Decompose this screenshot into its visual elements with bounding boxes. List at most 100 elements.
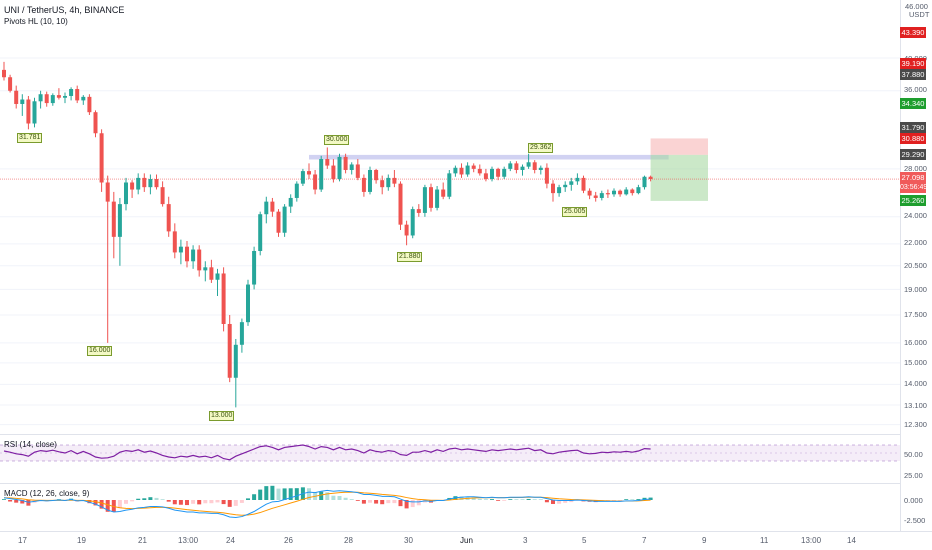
candle-body <box>477 168 482 174</box>
price-tag[interactable]: 30.880 <box>900 133 926 144</box>
macd-panel[interactable] <box>0 484 900 531</box>
rsi-panel[interactable] <box>0 435 900 483</box>
macd-histogram-bar <box>178 500 183 505</box>
time-axis-label: 7 <box>642 536 647 545</box>
candle-body <box>294 183 299 198</box>
candle-body <box>532 162 537 170</box>
time-axis-label: 3 <box>523 536 528 545</box>
time-axis-border <box>0 531 932 532</box>
macd-histogram-bar <box>483 499 488 500</box>
macd-histogram-bar <box>526 498 531 500</box>
candle-body <box>87 96 92 113</box>
symbol-title[interactable]: UNI / TetherUS, 4h, BINANCE <box>4 5 125 15</box>
macd-histogram-bar <box>368 500 372 503</box>
price-tag[interactable]: 31.790 <box>900 122 926 133</box>
candle-body <box>26 99 31 124</box>
candle-body <box>636 187 641 194</box>
macd-histogram-bar <box>416 500 421 506</box>
candle-body <box>246 284 250 323</box>
candle-body <box>612 190 616 195</box>
price-axis-label: 13.100 <box>904 401 927 410</box>
macd-histogram-bar <box>160 499 165 500</box>
pivot-label: 30.000 <box>324 135 350 145</box>
macd-histogram-bar <box>514 499 519 500</box>
candle-body <box>166 204 171 232</box>
price-tag[interactable]: 37.880 <box>900 69 926 80</box>
candle-body <box>386 177 391 188</box>
macd-histogram-bar <box>191 500 196 504</box>
macd-histogram-bar <box>392 500 397 504</box>
macd-histogram-bar <box>398 500 403 507</box>
candle-body <box>398 183 403 225</box>
rsi-line <box>3 444 651 461</box>
candle-body <box>191 249 196 262</box>
macd-histogram-bar <box>8 500 13 502</box>
macd-histogram-bar <box>288 488 293 500</box>
time-axis-label: 13:00 <box>178 536 199 545</box>
macd-histogram-bar <box>221 500 226 505</box>
candle-body <box>38 94 43 102</box>
candle-body <box>368 169 372 192</box>
panel-divider[interactable] <box>0 434 900 435</box>
price-chart[interactable] <box>0 0 900 434</box>
macd-title[interactable]: MACD (12, 26, close, 9) <box>4 489 90 498</box>
candle-body <box>20 99 25 104</box>
macd-histogram-bar <box>502 500 507 501</box>
macd-histogram-bar <box>117 500 122 509</box>
macd-histogram-bar <box>642 497 647 500</box>
macd-histogram-bar <box>307 488 311 500</box>
price-tag[interactable]: 43.390 <box>900 27 926 38</box>
macd-histogram-bar <box>270 485 275 500</box>
pivot-label: 21.880 <box>397 252 423 262</box>
macd-histogram-bar <box>14 500 19 503</box>
candle-body <box>2 69 6 78</box>
rsi-title[interactable]: RSI (14, close) <box>4 440 57 449</box>
indicator-pivots-title[interactable]: Pivots HL (10, 10) <box>4 17 68 26</box>
price-tag[interactable]: 25.260 <box>900 195 926 206</box>
macd-histogram-bar <box>355 500 360 501</box>
candle-body <box>648 176 653 180</box>
macd-histogram-bar <box>197 500 202 505</box>
candle-body <box>239 322 244 345</box>
macd-histogram-bar <box>99 500 104 509</box>
candle-body <box>50 95 55 104</box>
macd-axis-label: 0.000 <box>904 496 923 505</box>
price-tag[interactable]: 29.290 <box>900 149 926 160</box>
macd-histogram-bar <box>2 499 6 500</box>
price-axis-label: 22.000 <box>904 238 927 247</box>
candle-body <box>209 267 214 280</box>
candle-body <box>32 101 37 124</box>
price-tag[interactable]: 39.190 <box>900 58 926 69</box>
macd-histogram-bar <box>636 499 641 500</box>
candle-body <box>233 344 238 378</box>
time-axis-label: 11 <box>760 536 769 545</box>
candle-body <box>410 209 415 236</box>
price-tag[interactable]: 34.340 <box>900 98 926 109</box>
candle-body <box>130 182 135 190</box>
candle-body <box>111 201 116 237</box>
candle-body <box>105 182 110 202</box>
candle-body <box>343 156 348 170</box>
candle-body <box>441 189 446 197</box>
candle-body <box>453 167 458 174</box>
candle-body <box>154 179 159 188</box>
macd-histogram-bar <box>477 498 482 500</box>
candle-body <box>282 206 287 233</box>
candle-body <box>148 179 153 188</box>
current-price-tag[interactable]: 27.098 <box>900 172 926 183</box>
candle-body <box>276 211 281 233</box>
time-axis-label: 14 <box>847 536 856 545</box>
macd-histogram-bar <box>343 497 348 500</box>
macd-histogram-bar <box>148 497 153 500</box>
macd-histogram-bar <box>361 500 366 504</box>
candle-body <box>630 189 635 194</box>
time-axis-label: Jun <box>460 536 473 545</box>
macd-histogram-bar <box>532 499 537 500</box>
candle-body <box>93 112 98 134</box>
macd-histogram-bar <box>380 500 385 505</box>
price-axis-label: 16.000 <box>904 338 927 347</box>
macd-histogram-bar <box>136 498 141 500</box>
panel-divider[interactable] <box>0 483 900 484</box>
macd-histogram-bar <box>349 499 354 500</box>
macd-histogram-bar <box>142 498 147 500</box>
